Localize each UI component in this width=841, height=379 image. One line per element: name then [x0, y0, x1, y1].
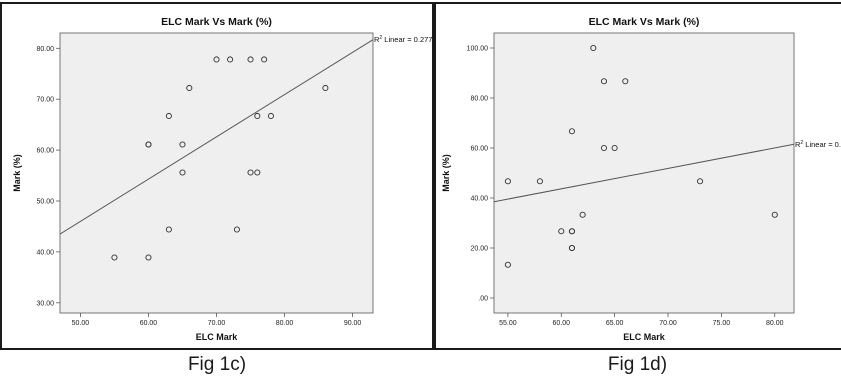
x-tick-label: 55.00: [499, 320, 517, 327]
data-point: [186, 84, 193, 92]
x-tick-label: 75.00: [713, 320, 731, 327]
scatter-chart-left: ELC Mark Vs Mark (%) 50.00 60.00 70.00 80.00…: [12, 16, 432, 342]
data-point: [145, 254, 152, 261]
chart-title: ELC Mark Vs Mark (%): [589, 16, 700, 28]
r-squared-label: R2 Linear = 0.0: [795, 140, 841, 149]
y-tick-label: 40.00: [36, 249, 54, 256]
r-squared-label: R2 Linear = 0.277: [374, 35, 432, 44]
data-point: [622, 78, 629, 85]
data-point: [254, 169, 261, 176]
data-point: [696, 178, 704, 185]
x-tick-label: 50.00: [72, 320, 90, 327]
x-axis-label: ELC Mark: [623, 332, 666, 342]
data-point: [247, 169, 254, 176]
data-point: [261, 56, 268, 63]
data-point: [558, 228, 565, 235]
y-axis-label: Mark (%): [12, 154, 22, 192]
data-point: [227, 56, 234, 63]
data-point: [267, 112, 274, 120]
y-tick-label: 100.00: [467, 46, 489, 53]
y-tick-label: 60.00: [36, 148, 54, 155]
data-point: [611, 144, 618, 152]
data-point: [179, 169, 186, 176]
y-axis-label: Mark (%): [441, 154, 451, 192]
data-point: [504, 178, 511, 185]
data-point: [600, 144, 608, 152]
data-point: [254, 112, 261, 120]
data-point: [536, 178, 543, 185]
data-point: [233, 226, 240, 233]
chart-panel-right: ELC Mark Vs Mark (%) 55.00 60.00 65.00 70.00…: [434, 2, 841, 350]
x-tick-label: 90.00: [344, 320, 362, 327]
data-point: [111, 254, 118, 261]
y-tick-label: 40.00: [470, 196, 488, 203]
data-point: [579, 211, 586, 218]
data-point: [247, 56, 254, 63]
y-tick-label: .00: [478, 296, 488, 303]
data-point: [213, 56, 220, 63]
data-point: [165, 226, 172, 233]
figure-caption-right: Fig 1d): [607, 354, 668, 375]
y-tick-label: 20.00: [470, 246, 488, 253]
data-point: [568, 128, 575, 135]
data-point: [568, 244, 575, 252]
y-tick-label: 60.00: [470, 146, 488, 153]
x-tick-label: 80.00: [766, 320, 784, 327]
chart-panel-left: ELC Mark Vs Mark (%) 50.00 60.00 70.00 80.00…: [0, 2, 434, 350]
plot-area: [59, 32, 374, 314]
x-axis-label: ELC Mark: [196, 332, 239, 342]
y-tick-label: 80.00: [470, 96, 488, 103]
x-tick-label: 60.00: [140, 320, 158, 327]
fit-line: [494, 143, 794, 203]
y-tick-label: 70.00: [36, 97, 54, 104]
y-tick-label: 30.00: [36, 300, 54, 307]
y-tick-label: 80.00: [36, 46, 54, 53]
x-tick-label: 80.00: [276, 320, 294, 327]
fit-line: [60, 39, 373, 235]
data-point: [771, 211, 778, 218]
data-point: [504, 261, 511, 268]
y-tick-label: 50.00: [36, 199, 54, 206]
x-tick-label: 65.00: [606, 320, 624, 327]
chart-title: ELC Mark Vs Mark (%): [161, 16, 272, 28]
data-point: [600, 78, 608, 85]
data-point: [568, 228, 575, 235]
data-point: [590, 44, 597, 52]
x-tick-label: 60.00: [552, 320, 570, 327]
scatter-chart-right: ELC Mark Vs Mark (%) 55.00 60.00 65.00 70.00…: [441, 16, 841, 342]
data-point: [145, 141, 152, 148]
x-tick-label: 70.00: [659, 320, 677, 327]
data-point: [179, 141, 186, 148]
data-point: [165, 112, 172, 120]
data-point: [322, 84, 329, 92]
x-tick-label: 70.00: [208, 320, 226, 327]
figure-caption-left: Fig 1c): [187, 354, 247, 375]
